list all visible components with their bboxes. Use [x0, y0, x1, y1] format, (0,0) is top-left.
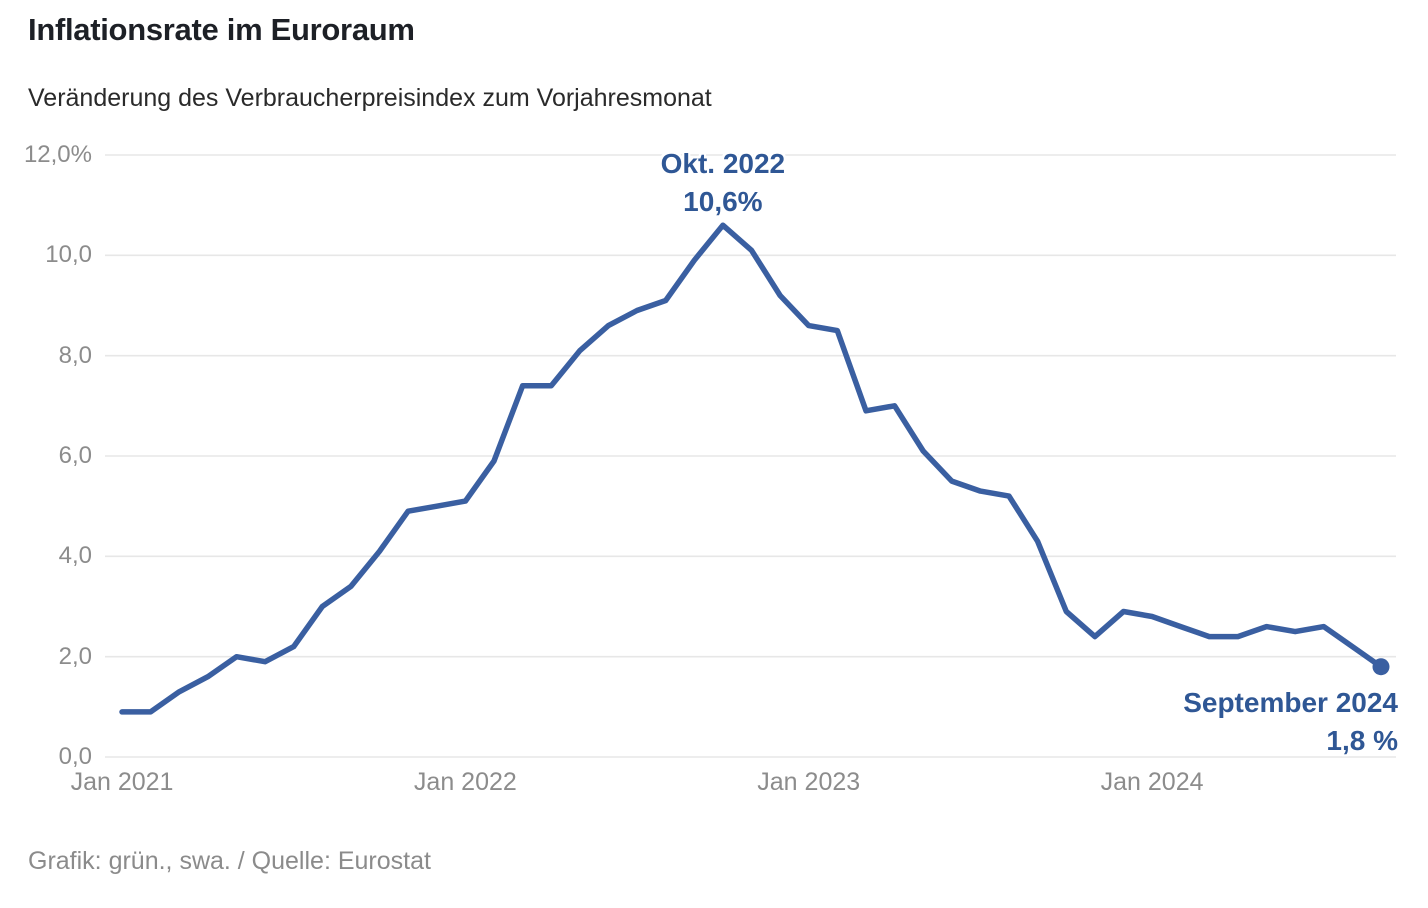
y-tick-label: 4,0 [58, 542, 92, 570]
annotation-peak-value: 10,6% [683, 186, 763, 218]
chart-title: Inflationsrate im Euroraum [28, 12, 415, 47]
y-tick-label: 10,0 [45, 241, 92, 269]
annotation-peak-date: Okt. 2022 [660, 148, 786, 180]
y-tick-label: 2,0 [58, 642, 92, 670]
source-credit: Grafik: grün., swa. / Quelle: Eurostat [28, 847, 431, 875]
inflation-line [119, 222, 1384, 715]
annotation-latest-date: September 2024 [1183, 686, 1398, 718]
x-tick-label: Jan 2024 [1100, 768, 1204, 796]
latest-point-dot [1372, 658, 1390, 676]
x-tick-label: Jan 2022 [413, 768, 517, 796]
chart-subtitle: Veränderung des Verbraucherpreisindex zu… [28, 84, 712, 112]
annotation-peak: Okt. 2022 10,6% [661, 145, 786, 221]
annotation-latest: September 2024 1,8 % [1183, 684, 1398, 760]
x-tick-label: Jan 2021 [70, 768, 174, 796]
y-tick-label: 8,0 [58, 341, 92, 369]
x-tick-label: Jan 2023 [757, 768, 861, 796]
annotation-latest-value: 1,8 % [1326, 724, 1398, 756]
y-tick-label: 12,0% [23, 141, 92, 168]
y-tick-label: 6,0 [58, 442, 92, 469]
y-tick-label: 0,0 [58, 743, 92, 770]
